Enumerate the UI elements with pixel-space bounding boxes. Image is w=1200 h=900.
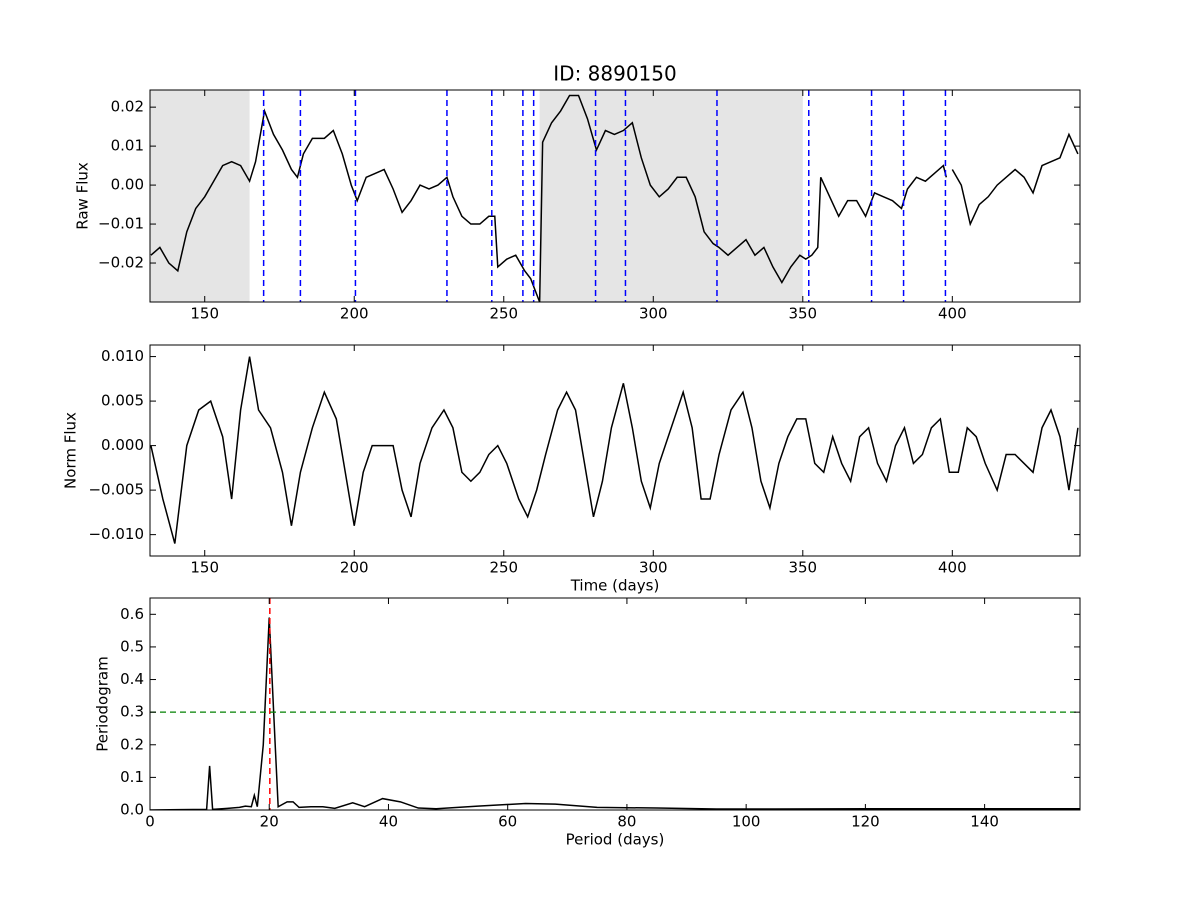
y-tick-label: 0.1 bbox=[120, 768, 144, 786]
x-tick-label: 200 bbox=[340, 305, 369, 323]
x-tick-label: 150 bbox=[190, 305, 219, 323]
y-tick-label: 0.010 bbox=[101, 347, 144, 365]
y-tick-label: 0.01 bbox=[111, 137, 144, 155]
y-tick-label: 0.0 bbox=[120, 801, 144, 819]
plot-frame bbox=[149, 89, 1081, 303]
x-tick-label: 20 bbox=[260, 813, 279, 831]
x-tick-label: 140 bbox=[970, 813, 999, 831]
y-tick-label: 0.4 bbox=[120, 670, 144, 688]
x-tick-label: 80 bbox=[617, 813, 636, 831]
y-tick-label: 0.000 bbox=[101, 436, 144, 454]
y-axis-label: Norm Flux bbox=[62, 412, 80, 489]
x-tick-label: 300 bbox=[639, 305, 668, 323]
y-tick-label: 0.02 bbox=[111, 98, 144, 116]
x-tick-label: 0 bbox=[145, 813, 155, 831]
data-line bbox=[150, 356, 1079, 544]
y-tick-label: 0.5 bbox=[120, 637, 144, 655]
x-tick-label: 60 bbox=[498, 813, 517, 831]
y-tick-label: 0.3 bbox=[120, 703, 144, 721]
x-tick-label: 250 bbox=[489, 305, 518, 323]
x-tick-label: 350 bbox=[788, 559, 817, 577]
y-axis-label: Periodogram bbox=[94, 656, 112, 751]
shaded-span bbox=[150, 90, 250, 302]
data-line bbox=[150, 617, 1080, 810]
x-tick-label: 40 bbox=[379, 813, 398, 831]
y-axis-label: Raw Flux bbox=[74, 162, 92, 230]
x-tick-label: 300 bbox=[639, 559, 668, 577]
data-line bbox=[150, 94, 1079, 302]
x-tick-label: 400 bbox=[938, 559, 967, 577]
y-tick-label: −0.005 bbox=[88, 481, 144, 499]
plot-frame bbox=[149, 597, 1081, 811]
x-axis-label: Time (days) bbox=[570, 577, 660, 595]
x-tick-label: 120 bbox=[851, 813, 880, 831]
y-tick-label: 0.6 bbox=[120, 605, 144, 623]
y-tick-label: 0.2 bbox=[120, 735, 144, 753]
shaded-span bbox=[539, 90, 803, 302]
y-tick-label: −0.02 bbox=[98, 254, 144, 272]
plot-frame bbox=[149, 344, 1081, 557]
x-tick-label: 100 bbox=[732, 813, 761, 831]
y-tick-label: −0.01 bbox=[98, 215, 144, 233]
x-axis-label: Period (days) bbox=[566, 831, 665, 849]
y-tick-label: 0.005 bbox=[101, 392, 144, 410]
x-tick-label: 350 bbox=[788, 305, 817, 323]
y-tick-label: 0.00 bbox=[111, 176, 144, 194]
x-tick-label: 250 bbox=[489, 559, 518, 577]
y-tick-label: −0.010 bbox=[88, 525, 144, 543]
chart-title: ID: 8890150 bbox=[553, 62, 676, 86]
x-tick-label: 400 bbox=[938, 305, 967, 323]
x-tick-label: 150 bbox=[190, 559, 219, 577]
x-tick-label: 200 bbox=[340, 559, 369, 577]
